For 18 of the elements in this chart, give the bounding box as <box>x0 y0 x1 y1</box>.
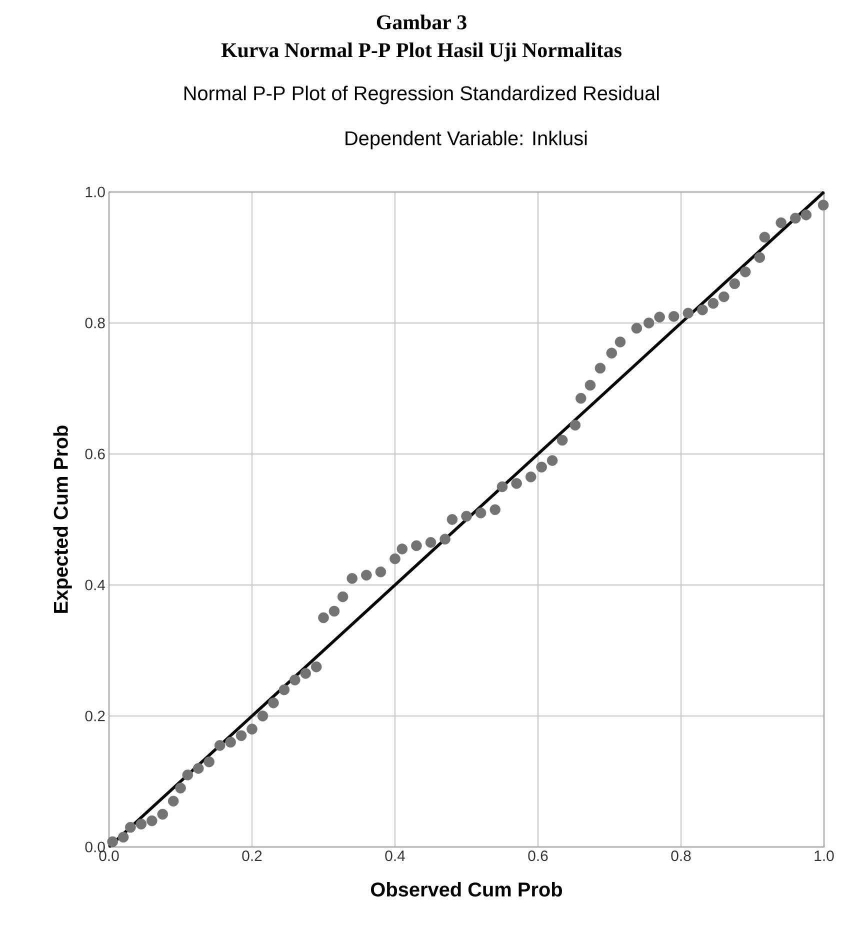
x-tick-label: 0.6 <box>528 850 548 862</box>
text: Kurva Normal P-P Plot Hasil Uji Normalitas <box>221 42 622 62</box>
x-axis-title: Observed Cum Prob <box>370 882 562 897</box>
y-tick-label: 1.0 <box>86 186 105 198</box>
y-axis-title: Expected Cum Prob <box>53 426 72 613</box>
y-tick-label: 0.4 <box>85 580 106 590</box>
x-tick-label: 0.0 <box>99 850 119 862</box>
text: Gambar 3 <box>376 14 466 30</box>
x-tick-label: 0.8 <box>671 850 691 862</box>
y-tick-label: 0.8 <box>85 318 105 328</box>
chart-title: Normal P-P Plot of Regression Standardized Residual <box>184 86 659 104</box>
y-tick-label: 0.2 <box>85 710 105 722</box>
y-tick-label: 0.0 <box>85 842 105 852</box>
x-tick-label: 1.0 <box>814 850 834 862</box>
x-tick-label: 0.2 <box>242 850 262 862</box>
x-tick-label: 0.4 <box>385 850 405 862</box>
y-tick-label: 0.6 <box>85 448 105 460</box>
chart-subtitle: Dependent Variable: Inklusi <box>346 130 587 150</box>
